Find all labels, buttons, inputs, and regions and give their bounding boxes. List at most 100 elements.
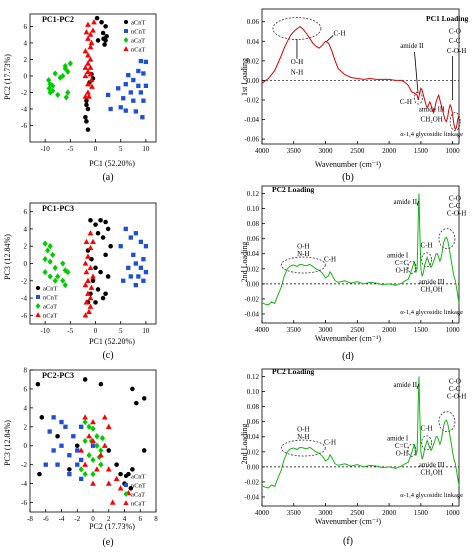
annotation-coh: C-O-H <box>447 392 466 400</box>
point-nCnT <box>128 274 133 279</box>
point-nCaT <box>117 485 124 491</box>
panel-f-ylabel: 2nd Loading <box>240 424 249 465</box>
point-nCaT <box>105 423 112 429</box>
point-aCaT <box>42 269 48 276</box>
point-nCnT <box>133 231 138 236</box>
y-tick-label: 0 <box>24 442 28 450</box>
x-tick-label: 6 <box>139 515 143 523</box>
point-nCnT <box>121 96 126 101</box>
point-nCnT <box>131 98 136 103</box>
point-aCnT <box>128 486 134 491</box>
point-aCaT <box>67 60 73 67</box>
point-nCaT <box>86 433 92 439</box>
annotation-ellipse <box>280 256 326 274</box>
point-nCnT <box>51 448 56 453</box>
annotation-ch2oh: CH₂OH <box>421 116 443 124</box>
annotation-nh: N-H <box>297 433 309 441</box>
annotation-cc: C-C <box>449 385 461 393</box>
annotation-pointer <box>326 35 334 42</box>
y-tick-label: 0.06 <box>247 235 260 243</box>
annotation-ch: C-H <box>324 255 336 263</box>
point-aCnT <box>100 235 106 240</box>
x-tick-label: 0 <box>94 327 98 335</box>
point-nCnT <box>143 59 149 65</box>
point-nCnT <box>71 434 76 439</box>
plot-f: 4000 3500 3000 2500 2000 1500 1000 -0.04 -0.02 0.… <box>244 368 466 517</box>
x-tick-label: 2000 <box>382 326 397 334</box>
point-aCaT <box>90 471 96 478</box>
point-aCnT <box>84 98 89 103</box>
point-aCaT <box>52 264 58 271</box>
point-nCaT <box>90 480 96 486</box>
point-aCaT <box>86 423 92 430</box>
annotation-ellipse <box>449 112 461 131</box>
point-nCaT <box>88 284 95 290</box>
annotation-nh: N-H <box>297 250 309 258</box>
y-tick-label: -0.02 <box>244 96 259 104</box>
point-nCnT <box>118 244 123 249</box>
point-nCaT <box>86 93 92 99</box>
point-nCnT <box>136 274 141 279</box>
point-nCnT <box>121 278 126 283</box>
x-tick-label: 0 <box>94 145 98 153</box>
annotation-pointer <box>416 200 420 206</box>
annotation-glycosidic: α-1,4 glycosidic linkage <box>400 492 463 499</box>
y-tick-label: 6 <box>24 23 28 31</box>
y-tick-label: -4 <box>21 480 27 488</box>
point-aCnT <box>55 433 60 439</box>
panel-a-tag: PC1-PC2 <box>42 15 74 24</box>
y-tick-label: -4 <box>21 295 27 303</box>
legend-marker-nCaT <box>123 500 129 505</box>
panel-a-ylabel: PC2 (17.73%) <box>3 54 12 100</box>
point-aCnT <box>84 119 89 124</box>
panel-f-xlabel: Wavenumber (cm⁻¹) <box>315 517 382 526</box>
point-nCaT <box>85 277 91 283</box>
point-aCnT <box>95 287 101 292</box>
annotation-amide-i: amide I <box>387 435 409 443</box>
y-tick-label: 0 <box>24 260 28 268</box>
point-nCaT <box>85 52 91 58</box>
point-nCnT <box>138 90 144 95</box>
point-nCnT <box>136 83 141 89</box>
y-tick-label: 0.02 <box>247 57 260 65</box>
point-nCnT <box>43 462 48 467</box>
point-nCnT <box>141 71 146 76</box>
legend-label-nCaT: nCaT <box>131 47 145 54</box>
point-aCnT <box>103 252 108 258</box>
point-nCnT <box>55 462 60 467</box>
point-nCnT <box>141 98 146 103</box>
x-tick-label: 3500 <box>287 509 302 517</box>
point-nCaT <box>85 68 91 74</box>
point-nCaT <box>88 76 95 83</box>
point-nCnT <box>133 261 138 266</box>
x-tick-label: 5 <box>119 327 123 335</box>
panel-e-xlabel: PC2 (17.73%) <box>89 522 135 531</box>
point-nCnT <box>126 72 131 78</box>
legend-label-aCnT: aCnT <box>131 474 145 481</box>
point-nCaT <box>105 466 112 472</box>
x-tick-label: -5 <box>67 327 73 335</box>
annotation-amide-ii: amide II <box>394 381 418 389</box>
spectrum-line <box>261 376 460 489</box>
point-aCnT <box>95 230 101 236</box>
annotation-oh-2: O-H <box>396 267 408 275</box>
plot-frame <box>29 13 157 143</box>
y-tick-label: 0 <box>24 72 28 80</box>
annotation-amide-i: amide I <box>387 252 409 260</box>
point-nCnT <box>141 278 146 283</box>
panel-c-xlabel: PC1 (52.20%) <box>89 337 135 346</box>
point-aCnT <box>114 462 119 467</box>
annotation-nh: N-H <box>291 69 303 77</box>
y-tick-label: -6 <box>21 122 27 130</box>
annotation-ellipse <box>407 260 417 274</box>
legend-marker-nCaT <box>123 46 129 51</box>
point-nCnT <box>79 476 84 482</box>
y-tick-label: -2 <box>21 461 27 469</box>
point-nCaT <box>90 418 96 425</box>
point-aCnT <box>105 274 111 279</box>
point-aCaT <box>55 91 61 99</box>
y-tick-label: -4 <box>21 105 27 113</box>
panel-f-tag: PC2 Loading <box>272 367 315 376</box>
legend: aCnT nCnT aCaT nCaT <box>123 474 146 508</box>
point-nCnT <box>67 471 72 477</box>
